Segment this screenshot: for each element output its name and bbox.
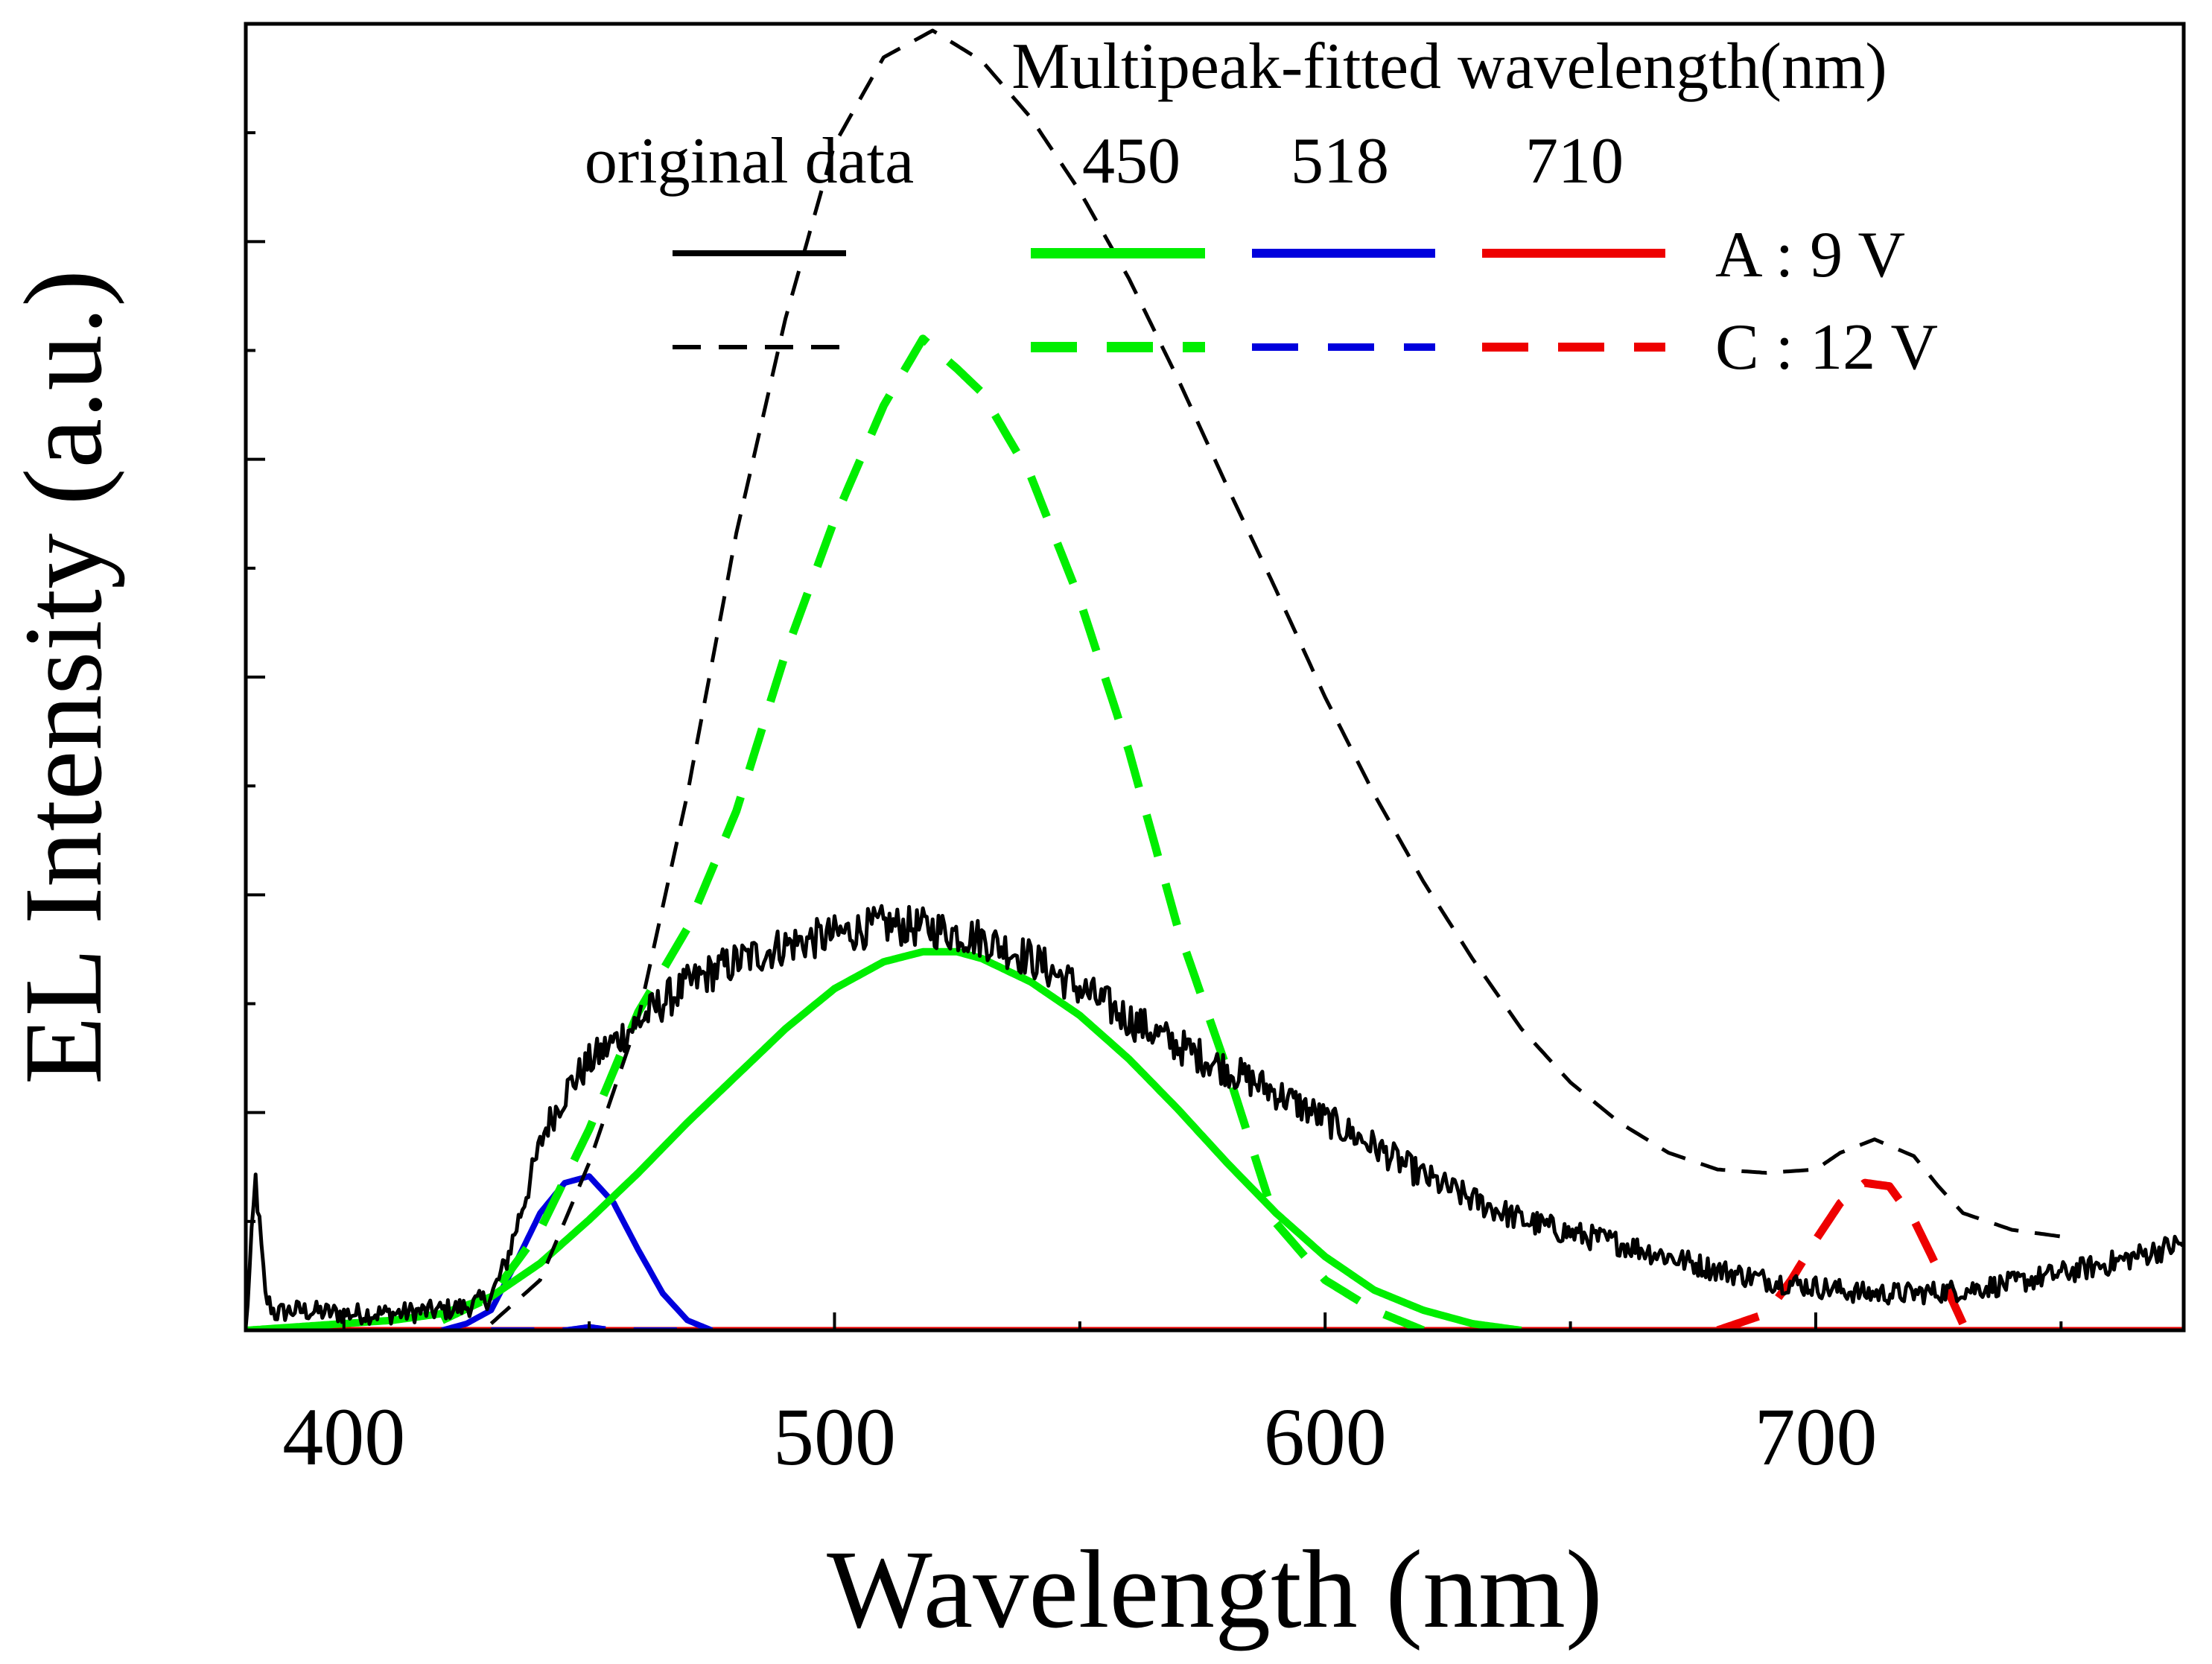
series-line-a-fit518 [441,1173,714,1330]
x-tick-label: 500 [773,1391,896,1482]
legend: Multipeak-fitted wavelength(nm) original… [585,31,1938,384]
legend-header-450: 450 [1082,125,1180,197]
legend-header-original: original data [585,125,914,197]
series-line-c-original [489,28,2062,1325]
x-axis-title: Wavelength (nm) [827,1528,1603,1651]
legend-header-710: 710 [1525,125,1624,197]
series-line-c-fit450 [440,334,1426,1330]
legend-title: Multipeak-fitted wavelength(nm) [1011,31,1887,103]
series-layer [246,28,2184,1330]
series-line-a-original [246,904,2184,1328]
legend-row-c: C : 12 V [1715,311,1938,384]
legend-row-a: A : 9 V [1715,219,1905,291]
legend-header-518: 518 [1291,125,1389,197]
x-tick-label: 400 [282,1391,405,1482]
series-line-c-fit710 [1716,1178,1967,1330]
y-axis-title: EL Intensity (a.u.) [1,270,125,1085]
axis-ticks: 400 500 600 700 [246,131,2063,1482]
x-tick-label: 600 [1264,1391,1387,1482]
x-tick-label: 700 [1754,1391,1877,1482]
